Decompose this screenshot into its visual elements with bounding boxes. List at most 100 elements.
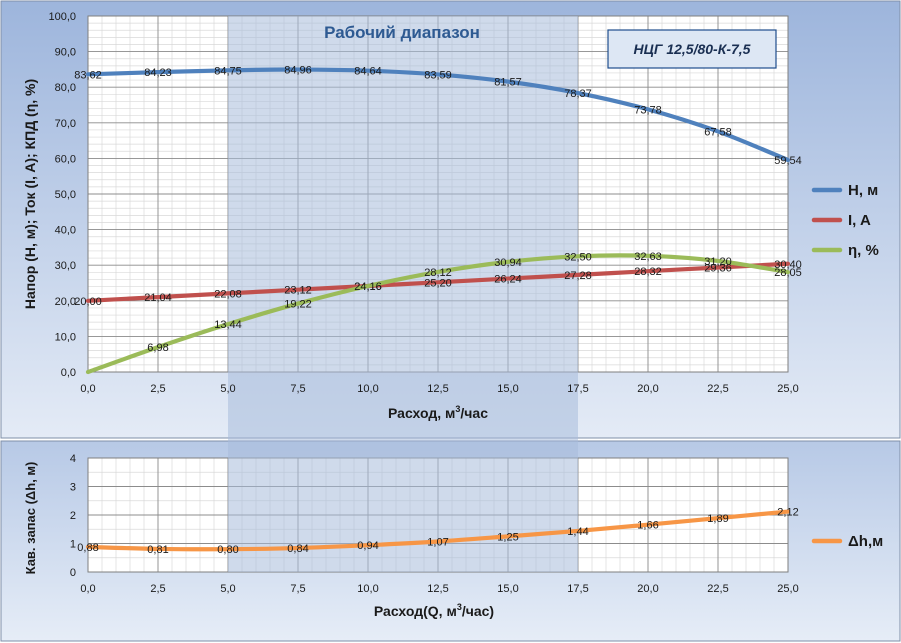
data-label: 29,36 [704, 262, 732, 274]
data-label: 78,37 [564, 88, 592, 100]
data-label: 26,24 [494, 274, 522, 286]
data-label: 28,12 [424, 267, 452, 279]
x-tick-label: 22,5 [707, 583, 728, 595]
x-tick-label: 10,0 [357, 583, 378, 595]
bottom-axes: 0,0 2,5 5,0 7,5 10,0 12,5 15,0 17,5 20,0 22,5 25,0… [70, 453, 799, 595]
y-tick-label: 3 [70, 482, 76, 494]
data-label: 73,78 [634, 104, 662, 116]
x-tick-label: 15,0 [497, 583, 518, 595]
data-label: 1,07 [427, 537, 448, 549]
y-tick-label: 10,0 [55, 331, 76, 343]
data-label: 13,44 [214, 319, 242, 331]
working-range-band-lower [228, 458, 578, 572]
data-label: 32,50 [564, 251, 592, 263]
data-label: 1,44 [567, 526, 588, 538]
x-tick-label: 0,0 [80, 383, 95, 395]
y-tick-label: 90,0 [55, 47, 76, 59]
x-tick-label: 7,5 [290, 383, 305, 395]
x-tick-label: 15,0 [497, 383, 518, 395]
data-label: 21,04 [144, 292, 172, 304]
data-label: 83,62 [74, 69, 102, 81]
top-series: 83,62 84,23 84,75 84,96 84,64 83,59 81,57 78,37… [74, 65, 802, 375]
data-label: 6,98 [147, 342, 168, 354]
data-label: 0,88 [77, 542, 98, 554]
legend-label: Н, м [848, 182, 878, 199]
x-tick-label: 12,5 [427, 583, 448, 595]
data-label: 23,12 [284, 285, 312, 297]
model-label-box [607, 29, 777, 69]
data-label: 1,25 [497, 531, 518, 543]
data-label: 84,96 [284, 65, 312, 77]
data-label: 24,16 [354, 281, 382, 293]
data-label: 0,81 [147, 544, 168, 556]
x-tick-label: 0,0 [80, 583, 95, 595]
data-label: 1,66 [637, 520, 658, 532]
x-tick-label: 7,5 [290, 583, 305, 595]
y-tick-label: 0 [70, 567, 76, 579]
data-label: 59,54 [774, 155, 802, 167]
series-line-2 [85, 253, 791, 375]
x-tick-label: 12,5 [427, 383, 448, 395]
data-label: 84,23 [144, 67, 172, 79]
legend-label: η, % [848, 242, 879, 259]
x-tick-label: 20,0 [637, 583, 658, 595]
y-tick-label: 2 [70, 510, 76, 522]
bottom-x-axis-label: Расход(Q, м3/час) [374, 602, 494, 619]
data-label: 28,05 [774, 267, 802, 279]
x-tick-label: 10,0 [357, 383, 378, 395]
data-label: 28,32 [634, 266, 662, 278]
y-tick-label: 4 [70, 453, 76, 465]
x-tick-label: 20,0 [637, 383, 658, 395]
legend-top: Н, м I, A η, % [811, 182, 879, 259]
data-label: 19,22 [284, 299, 312, 311]
y-tick-label: 1 [70, 539, 76, 551]
series-line-1 [85, 261, 791, 303]
legend-label: I, A [848, 212, 871, 229]
data-label: 32,63 [634, 251, 662, 263]
top-axes: 0,0 2,5 5,0 7,5 10,0 12,5 15,0 17,5 20,0 22,5 25,0… [48, 11, 798, 395]
legend-label: Δh,м [848, 533, 883, 550]
data-label: 0,94 [357, 540, 378, 552]
x-tick-label: 2,5 [150, 583, 165, 595]
data-label: 84,64 [354, 66, 382, 78]
data-label: 67,58 [704, 126, 732, 138]
x-tick-label: 5,0 [220, 383, 235, 395]
y-tick-label: 100,0 [48, 11, 76, 23]
x-tick-label: 25,0 [777, 583, 798, 595]
top-x-axis-label: Расход, м3/час [388, 404, 488, 421]
data-label: 0,84 [287, 543, 308, 555]
data-label: 2,12 [777, 507, 798, 519]
y-tick-label: 70,0 [55, 118, 76, 130]
data-label: 81,57 [494, 77, 522, 89]
x-tick-label: 22,5 [707, 383, 728, 395]
x-tick-label: 2,5 [150, 383, 165, 395]
data-label: 84,75 [214, 65, 242, 77]
y-tick-label: 40,0 [55, 225, 76, 237]
working-range-band [228, 16, 578, 372]
data-label: 25,20 [424, 277, 452, 289]
y-tick-label: 20,0 [55, 296, 76, 308]
x-tick-label: 17,5 [567, 583, 588, 595]
data-label: 31,20 [704, 256, 732, 268]
series-line-0 [85, 67, 791, 163]
y-tick-label: 80,0 [55, 82, 76, 94]
working-range-title: Рабочий диапазон [324, 23, 480, 42]
data-label: 30,94 [494, 257, 522, 269]
data-label: 83,59 [424, 69, 452, 81]
y-tick-label: 50,0 [55, 189, 76, 201]
y-tick-label: 60,0 [55, 153, 76, 165]
x-tick-label: 25,0 [777, 383, 798, 395]
y-tick-label: 0,0 [61, 367, 76, 379]
series-line-0 [85, 509, 791, 552]
data-label: 30,40 [774, 259, 802, 271]
data-label: 20,00 [74, 296, 102, 308]
data-label: 0,80 [217, 544, 238, 556]
working-range-band-connector [228, 372, 578, 458]
bottom-y-axis-label: Кав. запас (Δh, м) [23, 462, 38, 575]
top-y-axis-label: Напор (Н, м); Ток (I, A); КПД (η, %) [22, 79, 38, 309]
y-tick-label: 30,0 [55, 260, 76, 272]
x-tick-label: 17,5 [567, 383, 588, 395]
x-tick-label: 5,0 [220, 583, 235, 595]
model-label: НЦГ 12,5/80-К-7,5 [634, 41, 751, 57]
